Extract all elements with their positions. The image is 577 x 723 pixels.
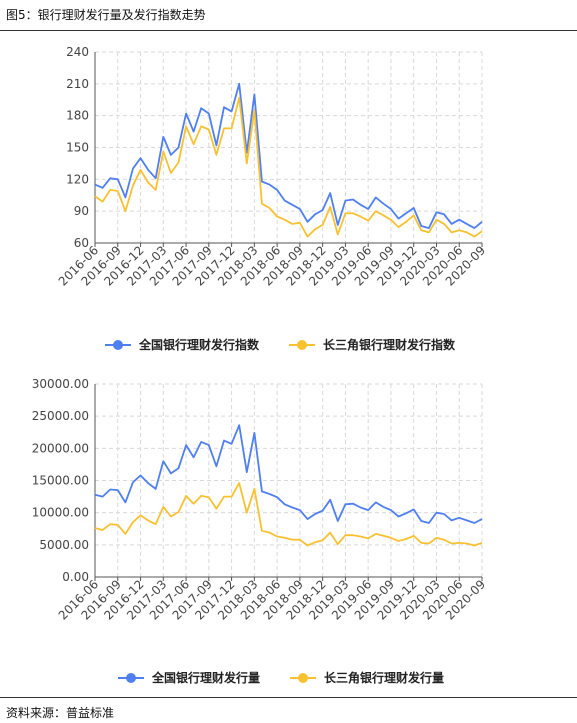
figure-title: 图5：银行理财发行量及发行指数走势 [6,8,206,22]
legend-label-2: 长三角银行理财发行量 [324,670,444,685]
issuance-index-chart: 60901201501802102402016-062016-092016-12… [56,45,488,352]
y-tick-label: 120 [66,172,89,186]
y-tick-label: 90 [74,204,89,218]
y-tick-label: 60 [74,236,89,250]
y-tick-label: 210 [66,77,89,91]
legend-marker-2 [298,673,309,683]
y-tick-label: 15000.00 [32,474,89,488]
y-tick-label: 0.00 [62,570,89,584]
legend-marker-2 [297,340,308,350]
legend-marker-1 [113,340,123,350]
series-line-2 [94,482,483,547]
y-tick-label: 5000.00 [39,538,89,552]
y-tick-label: 25000.00 [32,409,89,423]
series-line-1 [94,424,483,524]
source-divider [0,697,577,698]
series-line-1 [94,82,483,230]
title-divider [0,30,577,31]
source-note: 资料来源：普益标准 [6,706,115,720]
y-tick-label: 150 [66,141,89,155]
legend-label-1: 全国银行理财发行量 [151,670,260,685]
legend-marker-1 [126,673,136,683]
legend-label-1: 全国银行理财发行指数 [138,337,260,352]
y-tick-label: 240 [66,45,89,59]
y-tick-label: 10000.00 [32,506,89,520]
legend-label-2: 长三角银行理财发行指数 [323,337,456,352]
y-tick-label: 30000.00 [32,377,89,391]
series-line-2 [94,96,483,238]
issuance-volume-chart: 0.00 5000.00 10000.00 15000.00 20000.00 25000… [32,377,488,685]
y-tick-label: 180 [66,109,89,123]
y-tick-label: 20000.00 [32,441,89,455]
